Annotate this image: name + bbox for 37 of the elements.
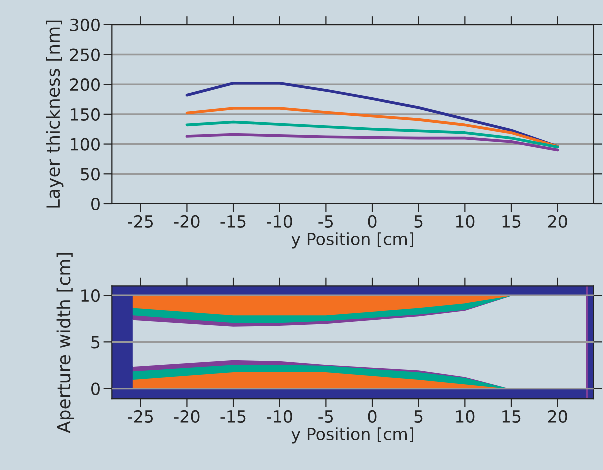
x-tick-label: 15 [502, 216, 521, 228]
x-tick-label: 0 [368, 215, 377, 228]
x-axis-title: y Position [cm] [292, 428, 414, 444]
y-tick-label: 0 [92, 198, 100, 211]
y-tick-label: 5 [92, 336, 100, 349]
y-tick-label: 250 [70, 48, 100, 62]
x-tick-label: -10 [267, 215, 292, 228]
x-tick-label: 20 [548, 215, 568, 228]
x-tick-label: 20 [548, 410, 568, 424]
x-tick-label: 0 [368, 410, 377, 424]
y-axis-title: Aperture width [cm] [56, 253, 74, 434]
x-tick-label: 15 [502, 410, 521, 424]
x-tick-label: -5 [318, 410, 334, 424]
y-tick-label: 300 [70, 18, 100, 32]
x-tick-label: -10 [267, 410, 292, 424]
x-tick-label: -25 [128, 410, 154, 424]
line-series [186, 107, 560, 148]
x-tick-label: 10 [456, 215, 475, 228]
y-tick-label: 10 [82, 290, 100, 302]
line-series [186, 120, 560, 149]
x-tick-label: -15 [220, 410, 246, 424]
x-tick-label: -25 [128, 215, 154, 228]
x-tick-label: -20 [174, 215, 200, 228]
x-tick-label: -20 [174, 410, 200, 424]
x-axis-title: y Position [cm] [292, 232, 414, 249]
y-tick-label: 100 [71, 138, 100, 151]
x-tick-label: 5 [414, 410, 423, 424]
y-tick-label: 200 [70, 78, 100, 92]
y-tick-label: 0 [92, 382, 100, 396]
y-axis-title: Layer thickness [nm] [46, 20, 64, 208]
x-tick-label: -15 [220, 216, 246, 228]
line-series [186, 133, 560, 152]
x-tick-label: -5 [318, 216, 334, 228]
x-tick-label: 5 [414, 216, 423, 228]
x-tick-label: 10 [456, 410, 475, 424]
y-tick-label: 50 [81, 168, 100, 181]
y-tick-label: 150 [71, 108, 100, 122]
